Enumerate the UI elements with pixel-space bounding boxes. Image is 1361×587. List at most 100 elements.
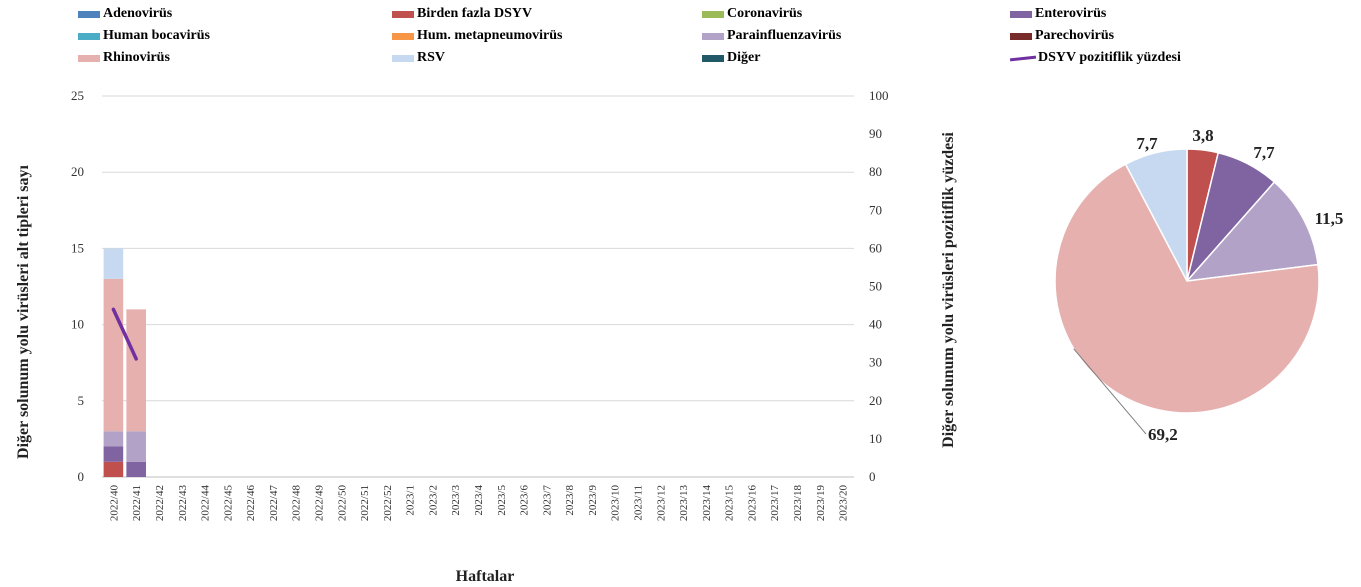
pie-label-birden-fazla-dsyv: 3,8 (1192, 126, 1213, 145)
x-tick-label: 2022/43 (177, 485, 189, 522)
legend-label: Birden fazla DSYV (417, 6, 533, 21)
x-tick-label: 2023/11 (633, 485, 645, 521)
y-tick-label: 20 (71, 164, 84, 179)
pie-label-rhinovirus: 69,2 (1148, 425, 1178, 444)
x-tick-label: 2023/4 (473, 485, 485, 516)
legend-label: Parechovirüs (1035, 28, 1115, 43)
x-tick-label: 2023/12 (655, 485, 667, 521)
y2-tick-label: 20 (869, 393, 882, 408)
legend-label: Rhinovirüs (103, 50, 170, 65)
bar-segment-rsv (103, 248, 124, 279)
right-y-axis: 0 10 20 30 40 50 60 70 80 90 100 (869, 88, 889, 484)
legend-swatch (78, 54, 100, 62)
legend-swatch (392, 54, 414, 62)
legend-label: Diğer (727, 50, 761, 65)
legend-item-hum-metapneumovirus: Hum. metapneumovirüs (392, 27, 562, 45)
x-tick-label: 2023/9 (587, 485, 599, 516)
pie-slice-rsv (1124, 148, 1188, 282)
x-tick-label: 2022/44 (200, 485, 212, 522)
x-axis-title: Haftalar (456, 568, 515, 585)
legend-item-dsyv-pozitiflik-yuzdesi: DSYV pozitiflik yüzdesi (1009, 49, 1181, 67)
x-tick-label: 2023/15 (724, 485, 736, 522)
legend-item-rsv: RSV (392, 49, 445, 67)
y2-tick-label: 60 (869, 240, 882, 255)
x-tick-label: 2022/46 (245, 485, 257, 522)
positivity-line-series (111, 307, 138, 361)
pie-slices (1054, 148, 1320, 414)
legend-item-diger: Diğer (702, 49, 760, 67)
pie-slice-parainfluenzavirus (1185, 180, 1319, 282)
legend-label: DSYV pozitiflik yüzdesi (1038, 50, 1181, 65)
x-tick-label: 2023/2 (427, 485, 439, 516)
legend-label: Human bocavirüs (103, 28, 210, 43)
x-tick-label: 2022/49 (313, 485, 325, 522)
legend-swatch (78, 32, 100, 40)
pie-label-enterovirus: 7,7 (1253, 143, 1275, 162)
legend-swatch (702, 54, 724, 62)
legend-label: Hum. metapneumovirüs (417, 28, 563, 43)
x-tick-label: 2022/47 (268, 485, 280, 522)
x-tick-label: 2023/3 (450, 485, 462, 516)
y2-tick-label: 10 (869, 431, 882, 446)
legend-swatch (702, 32, 724, 40)
y2-tick-label: 100 (869, 88, 889, 103)
legend-item-enterovirus: Enterovirüs (1010, 5, 1106, 23)
pie-leader-line (1073, 348, 1147, 435)
left-y-axis: 0 5 10 15 20 25 (71, 88, 84, 484)
bar-segment-rhinovirus (126, 309, 146, 432)
x-tick-label: 2023/19 (815, 485, 827, 522)
legend-item-birden-fazla-dsyv: Birden fazla DSYV (392, 5, 532, 23)
x-tick-label: 2022/40 (108, 485, 120, 522)
legend-label: RSV (417, 50, 446, 65)
x-tick-label: 2023/13 (678, 485, 690, 522)
x-axis: 2022/40 2022/41 2022/42 2022/43 2022/44 2022/… (108, 485, 849, 522)
legend-swatch (78, 10, 100, 18)
legend-item-adenovirus: Adenovirüs (78, 5, 172, 23)
y2-tick-label: 0 (869, 469, 876, 484)
legend-swatch (1010, 32, 1032, 40)
y2-tick-label: 80 (869, 164, 882, 179)
legend-label: Coronavirüs (727, 6, 803, 21)
legend-swatch (702, 10, 724, 18)
legend-swatch (392, 32, 414, 40)
x-tick-label: 2022/42 (154, 485, 166, 521)
x-tick-label: 2023/7 (541, 485, 553, 516)
legend-swatch (392, 10, 414, 18)
left-y-axis-title: Diğer solunum yolu virüsleri alt tipleri… (15, 164, 32, 458)
y2-tick-label: 90 (869, 126, 882, 141)
x-tick-label: 2022/52 (382, 485, 394, 521)
y-tick-label: 5 (78, 393, 85, 408)
y2-tick-label: 70 (869, 202, 882, 217)
positivity-line (111, 307, 138, 361)
legend-item-human-bocavirus: Human bocavirüs (78, 27, 210, 45)
x-tick-label: 2023/14 (701, 485, 713, 522)
bar-segment-enterovirus (103, 446, 124, 462)
legend-item-parainfluenzavirus: Parainfluenzavirüs (702, 27, 841, 45)
x-tick-label: 2023/8 (564, 485, 576, 516)
x-tick-label: 2023/18 (792, 485, 804, 522)
legend-label: Adenovirüs (103, 6, 173, 21)
pie-labels: 3,8 7,7 11,5 69,2 7,7 (1073, 126, 1344, 444)
x-tick-label: 2022/45 (222, 485, 234, 522)
y2-tick-label: 30 (869, 355, 882, 370)
y2-tick-label: 40 (869, 317, 882, 332)
pie-label-parainfluenzavirus: 11,5 (1315, 209, 1344, 228)
legend-swatch (1010, 10, 1032, 18)
x-tick-label: 2022/41 (131, 485, 143, 521)
x-tick-label: 2023/1 (405, 485, 417, 516)
chart-legend: Adenovirüs Birden fazla DSYV Coronavirüs En… (78, 5, 1348, 71)
bar-segment-parainfluenzavirus (103, 431, 124, 447)
y-tick-label: 10 (71, 317, 84, 332)
y-tick-label: 15 (71, 240, 84, 255)
right-y-axis-title: Diğer solunum yolu virüsleri pozitiflik … (940, 132, 957, 448)
legend-item-parechovirus: Parechovirüs (1010, 27, 1114, 45)
legend-item-rhinovirus: Rhinovirüs (78, 49, 170, 67)
x-tick-label: 2023/10 (610, 485, 622, 522)
bar-segment-birden-fazla-dsyv (103, 461, 124, 477)
pie-slice-rhinovirus (1054, 163, 1320, 414)
legend-label: Parainfluenzavirüs (727, 28, 842, 43)
x-tick-label: 2023/20 (838, 485, 850, 522)
x-tick-label: 2022/50 (336, 485, 348, 522)
